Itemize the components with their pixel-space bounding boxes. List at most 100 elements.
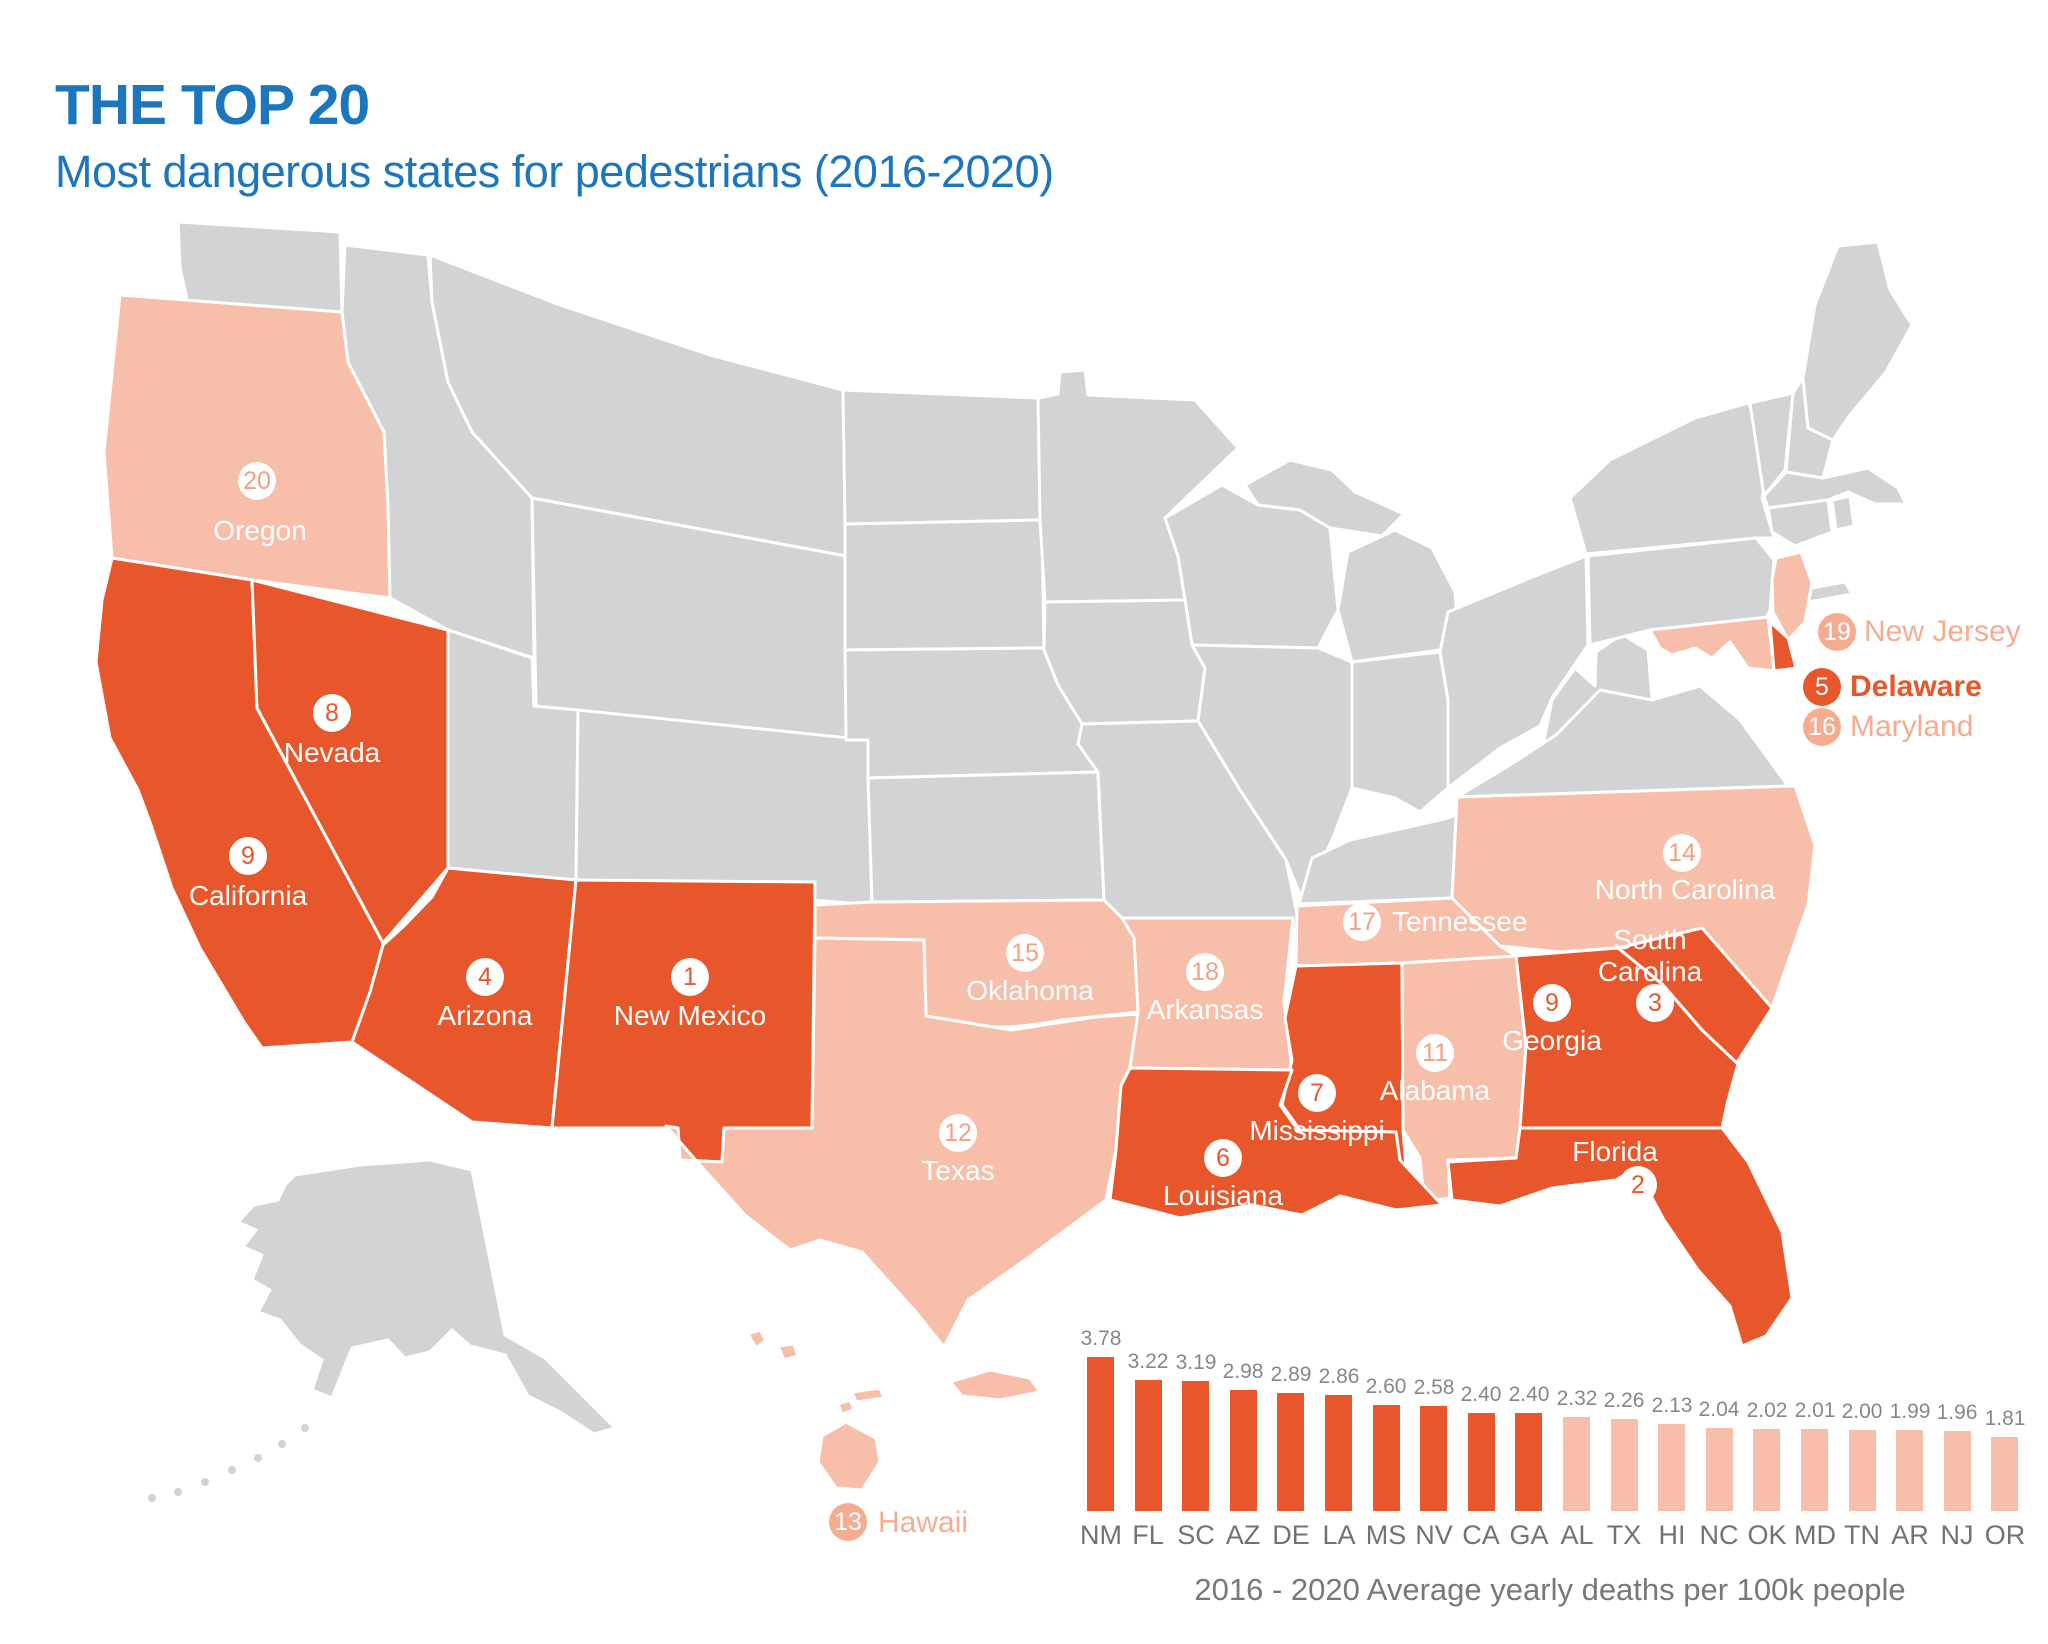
rank-badge-north-carolina: 14 (1663, 834, 1701, 872)
rank-badge-arkansas: 18 (1186, 953, 1224, 991)
bar-NM (1087, 1357, 1114, 1511)
rank-badge-oklahoma: 15 (1006, 934, 1044, 972)
state-label-california: California (188, 880, 308, 911)
rank-badge-louisiana: 6 (1204, 1139, 1242, 1177)
rank-badge-oregon: 20 (238, 462, 276, 500)
state-label-delaware: Delaware (1850, 670, 1982, 703)
state-pennsylvania (1586, 536, 1776, 647)
bar-TX (1611, 1419, 1638, 1511)
bar-value-AR: 1.99 (1889, 1400, 1931, 1423)
page-subtitle: Most dangerous states for pedestrians (2… (55, 146, 1054, 197)
bar-FL (1135, 1380, 1162, 1511)
bar-label-AR: AR (1891, 1520, 1929, 1550)
bar-label-DE: DE (1272, 1520, 1310, 1550)
state-maine (1801, 240, 1914, 442)
bar-label-LA: LA (1322, 1520, 1356, 1550)
state-hawaii-oahu (776, 1342, 800, 1362)
rank-badge-florida: 2 (1619, 1166, 1657, 1204)
state-alaska (236, 1158, 617, 1436)
state-label-hawaii: Hawaii (878, 1506, 969, 1539)
rank-badge-texas: 12 (939, 1114, 977, 1152)
bar-CA (1468, 1413, 1495, 1511)
bar-value-SC: 3.19 (1175, 1351, 1217, 1374)
bar-label-FL: FL (1132, 1520, 1164, 1550)
state-connecticut (1766, 498, 1834, 548)
bar-value-OK: 2.02 (1746, 1399, 1788, 1422)
bar-label-NM: NM (1080, 1520, 1122, 1550)
bar-HI (1658, 1424, 1685, 1511)
bar-MD (1801, 1429, 1828, 1511)
bar-value-CA: 2.40 (1460, 1383, 1502, 1406)
bar-label-CA: CA (1462, 1520, 1500, 1550)
bar-label-OK: OK (1747, 1520, 1787, 1550)
bar-value-TX: 2.26 (1603, 1389, 1645, 1412)
bar-label-SC: SC (1177, 1520, 1215, 1550)
bar-GA (1515, 1413, 1542, 1511)
rank-badge-mississippi: 7 (1298, 1074, 1336, 1112)
state-south-dakota (843, 518, 1046, 652)
state-label-new-mexico: New Mexico (613, 1000, 767, 1031)
bar-MS (1373, 1405, 1400, 1511)
rank-badge-delaware: 5 (1803, 668, 1841, 706)
bar-value-NC: 2.04 (1698, 1398, 1740, 1421)
state-label-oregon: Oregon (213, 515, 307, 546)
bar-DE (1277, 1393, 1304, 1511)
state-hawaii-kauai (746, 1328, 768, 1350)
bar-label-NC: NC (1699, 1520, 1739, 1550)
rank-badge-alabama: 11 (1416, 1034, 1454, 1072)
bar-NV (1420, 1406, 1447, 1511)
bar-AR (1896, 1430, 1923, 1511)
state-florida (1446, 1126, 1794, 1348)
state-hawaii-big-island (816, 1420, 882, 1492)
rank-badge-georgia: 9 (1533, 984, 1571, 1022)
rank-badge-arizona: 4 (466, 958, 504, 996)
state-hawaii-lanai (836, 1398, 856, 1416)
bar-value-MS: 2.60 (1365, 1375, 1407, 1398)
state-label-arkansas: Arkansas (1146, 994, 1264, 1025)
bar-value-AL: 2.32 (1556, 1387, 1598, 1410)
state-label-south-carolina: Carolina (1597, 956, 1703, 987)
bar-value-NM: 3.78 (1080, 1327, 1122, 1350)
rank-badge-california: 9 (229, 837, 267, 875)
state-hawaii-molokai (850, 1386, 886, 1404)
state-north-dakota (841, 388, 1044, 526)
bar-NJ (1944, 1431, 1971, 1511)
bar-value-AZ: 2.98 (1222, 1360, 1264, 1383)
alaska-aleutian-island (278, 1440, 286, 1448)
rank-badge-new-mexico: 1 (671, 958, 709, 996)
state-label-tennessee: Tennessee (1392, 906, 1528, 937)
state-label-florida: Florida (1572, 1136, 1658, 1167)
bar-LA (1325, 1395, 1352, 1511)
state-label-georgia: Georgia (1502, 1025, 1602, 1056)
alaska-aleutian-island (174, 1488, 182, 1496)
bar-label-AZ: AZ (1225, 1520, 1261, 1550)
bar-OK (1753, 1429, 1780, 1511)
bar-label-TX: TX (1606, 1520, 1642, 1550)
bar-value-LA: 2.86 (1318, 1365, 1360, 1388)
bar-value-MD: 2.01 (1794, 1399, 1836, 1422)
bar-value-TN: 2.00 (1841, 1400, 1883, 1423)
chart-caption: 2016 - 2020 Average yearly deaths per 10… (1194, 1572, 1906, 1607)
state-washington (176, 220, 344, 314)
bar-label-OR: OR (1984, 1520, 2026, 1550)
state-label-louisiana: Louisiana (1163, 1180, 1283, 1211)
alaska-aleutian-island (228, 1466, 236, 1474)
state-label-maryland: Maryland (1850, 710, 1974, 743)
state-nevada (250, 578, 450, 945)
rank-badge-nevada: 8 (313, 694, 351, 732)
bar-label-GA: GA (1509, 1520, 1549, 1550)
bar-value-GA: 2.40 (1508, 1383, 1550, 1406)
bar-value-FL: 3.22 (1127, 1350, 1169, 1373)
bar-SC (1182, 1381, 1209, 1511)
page-title: THE TOP 20 (55, 73, 370, 137)
state-colorado (574, 708, 874, 907)
bar-label-NV: NV (1415, 1520, 1453, 1550)
state-label-nevada: Nevada (283, 737, 381, 768)
state-new-york (1568, 401, 1776, 556)
alaska-aleutian-island (254, 1454, 262, 1462)
alaska-aleutian-island (301, 1424, 309, 1432)
bar-NC (1706, 1428, 1733, 1511)
state-texas (664, 936, 1142, 1349)
state-indiana (1350, 650, 1450, 814)
